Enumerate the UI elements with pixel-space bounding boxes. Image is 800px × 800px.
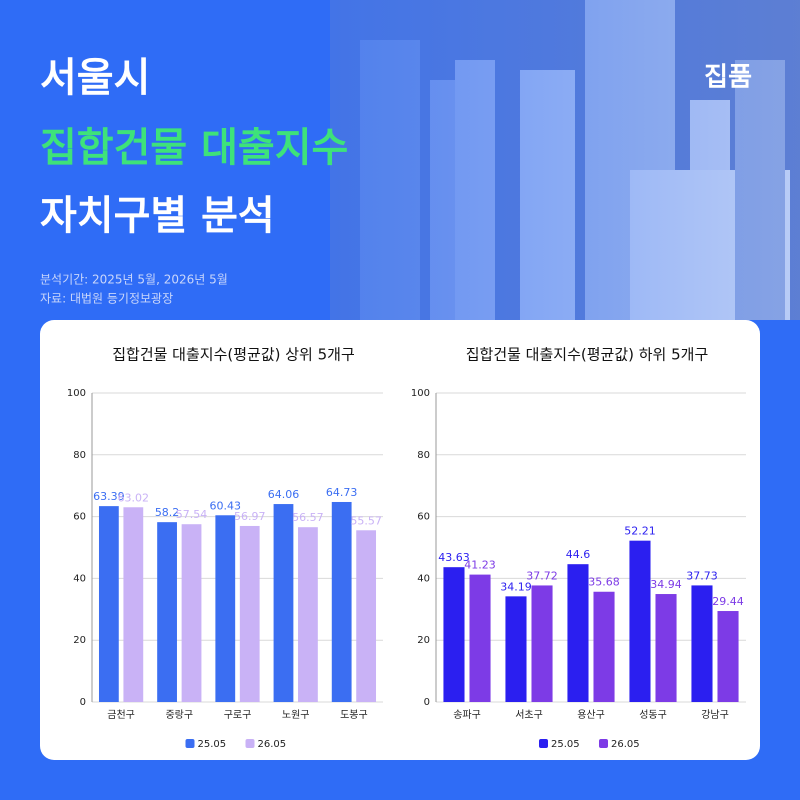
chart-title: 집합건물 대출지수(평균값) 상위 5개구	[112, 346, 355, 364]
bar	[531, 585, 553, 702]
data-label: 63.39	[93, 490, 125, 503]
data-label: 64.06	[268, 488, 300, 501]
title-line: 서울시	[40, 55, 150, 101]
period: 분석기간: 2025년 5월, 2026년 5월	[40, 273, 228, 287]
data-label: 41.23	[464, 559, 496, 572]
data-label: 43.63	[438, 551, 470, 564]
bar	[181, 524, 202, 702]
bar	[157, 522, 177, 702]
data-label: 37.72	[526, 569, 558, 582]
bar	[331, 501, 352, 702]
x-tick-label: 송파구	[453, 709, 481, 721]
x-tick-label: 노원구	[282, 709, 310, 721]
chart-card	[40, 320, 760, 760]
x-tick-label: 금천구	[107, 709, 135, 721]
y-tick-label: 80	[417, 450, 430, 461]
data-label: 56.97	[234, 510, 266, 523]
y-tick-label: 40	[73, 573, 86, 584]
y-tick-label: 80	[73, 450, 86, 461]
legend-label: 25.05	[551, 739, 580, 750]
bar	[123, 507, 144, 702]
legend-label: 26.05	[258, 739, 287, 750]
bar	[469, 574, 491, 702]
data-label: 63.02	[118, 491, 150, 504]
y-tick-label: 60	[73, 512, 86, 523]
data-label: 35.68	[588, 576, 620, 589]
photo-overlay	[0, 0, 800, 320]
legend-swatch	[599, 739, 608, 748]
bar	[717, 611, 739, 702]
x-tick-label: 강남구	[701, 709, 729, 721]
bar	[691, 585, 713, 702]
y-tick-label: 60	[417, 512, 430, 523]
legend-swatch	[185, 739, 195, 748]
bar	[593, 591, 615, 702]
y-tick-label: 100	[67, 388, 86, 399]
legend-swatch	[539, 739, 548, 748]
data-label: 64.73	[326, 486, 358, 499]
title-line: 자치구별 분석	[40, 193, 275, 239]
brand: 집품	[704, 63, 752, 93]
y-tick-label: 0	[80, 697, 86, 708]
bar	[655, 594, 677, 702]
data-label: 60.43	[210, 499, 242, 512]
data-label: 34.19	[500, 580, 532, 593]
legend-label: 25.05	[198, 739, 227, 750]
y-tick-label: 0	[424, 697, 430, 708]
bar	[273, 504, 294, 702]
bar	[505, 596, 527, 702]
bar	[98, 506, 119, 702]
y-tick-label: 100	[411, 388, 430, 399]
data-label: 55.57	[350, 514, 382, 527]
chart-title: 집합건물 대출지수(평균값) 하위 5개구	[466, 346, 709, 364]
data-label: 56.57	[292, 511, 324, 524]
x-tick-label: 서초구	[515, 709, 543, 721]
legend-swatch	[245, 739, 255, 748]
source: 자료: 대법원 등기정보광장	[40, 292, 173, 306]
x-tick-label: 도봉구	[340, 709, 368, 721]
bar	[629, 540, 651, 702]
y-tick-label: 40	[417, 573, 430, 584]
bar	[567, 564, 589, 702]
bar	[215, 515, 236, 702]
bar	[239, 525, 260, 702]
data-label: 57.54	[176, 508, 208, 521]
data-label: 29.44	[712, 595, 744, 608]
data-label: 58.2	[155, 506, 180, 519]
data-label: 52.21	[624, 525, 656, 538]
y-tick-label: 20	[417, 635, 430, 646]
data-label: 44.6	[566, 548, 591, 561]
y-tick-label: 20	[73, 635, 86, 646]
title-line: 집합건물 대출지수	[40, 125, 348, 171]
bar	[443, 567, 465, 702]
bar	[356, 530, 377, 702]
data-label: 34.94	[650, 578, 682, 591]
data-label: 37.73	[686, 569, 718, 582]
x-tick-label: 용산구	[577, 709, 605, 721]
bar	[298, 527, 318, 702]
legend-label: 26.05	[611, 739, 640, 750]
x-tick-label: 성동구	[639, 709, 667, 721]
x-tick-label: 중랑구	[165, 709, 193, 721]
x-tick-label: 구로구	[224, 710, 252, 721]
